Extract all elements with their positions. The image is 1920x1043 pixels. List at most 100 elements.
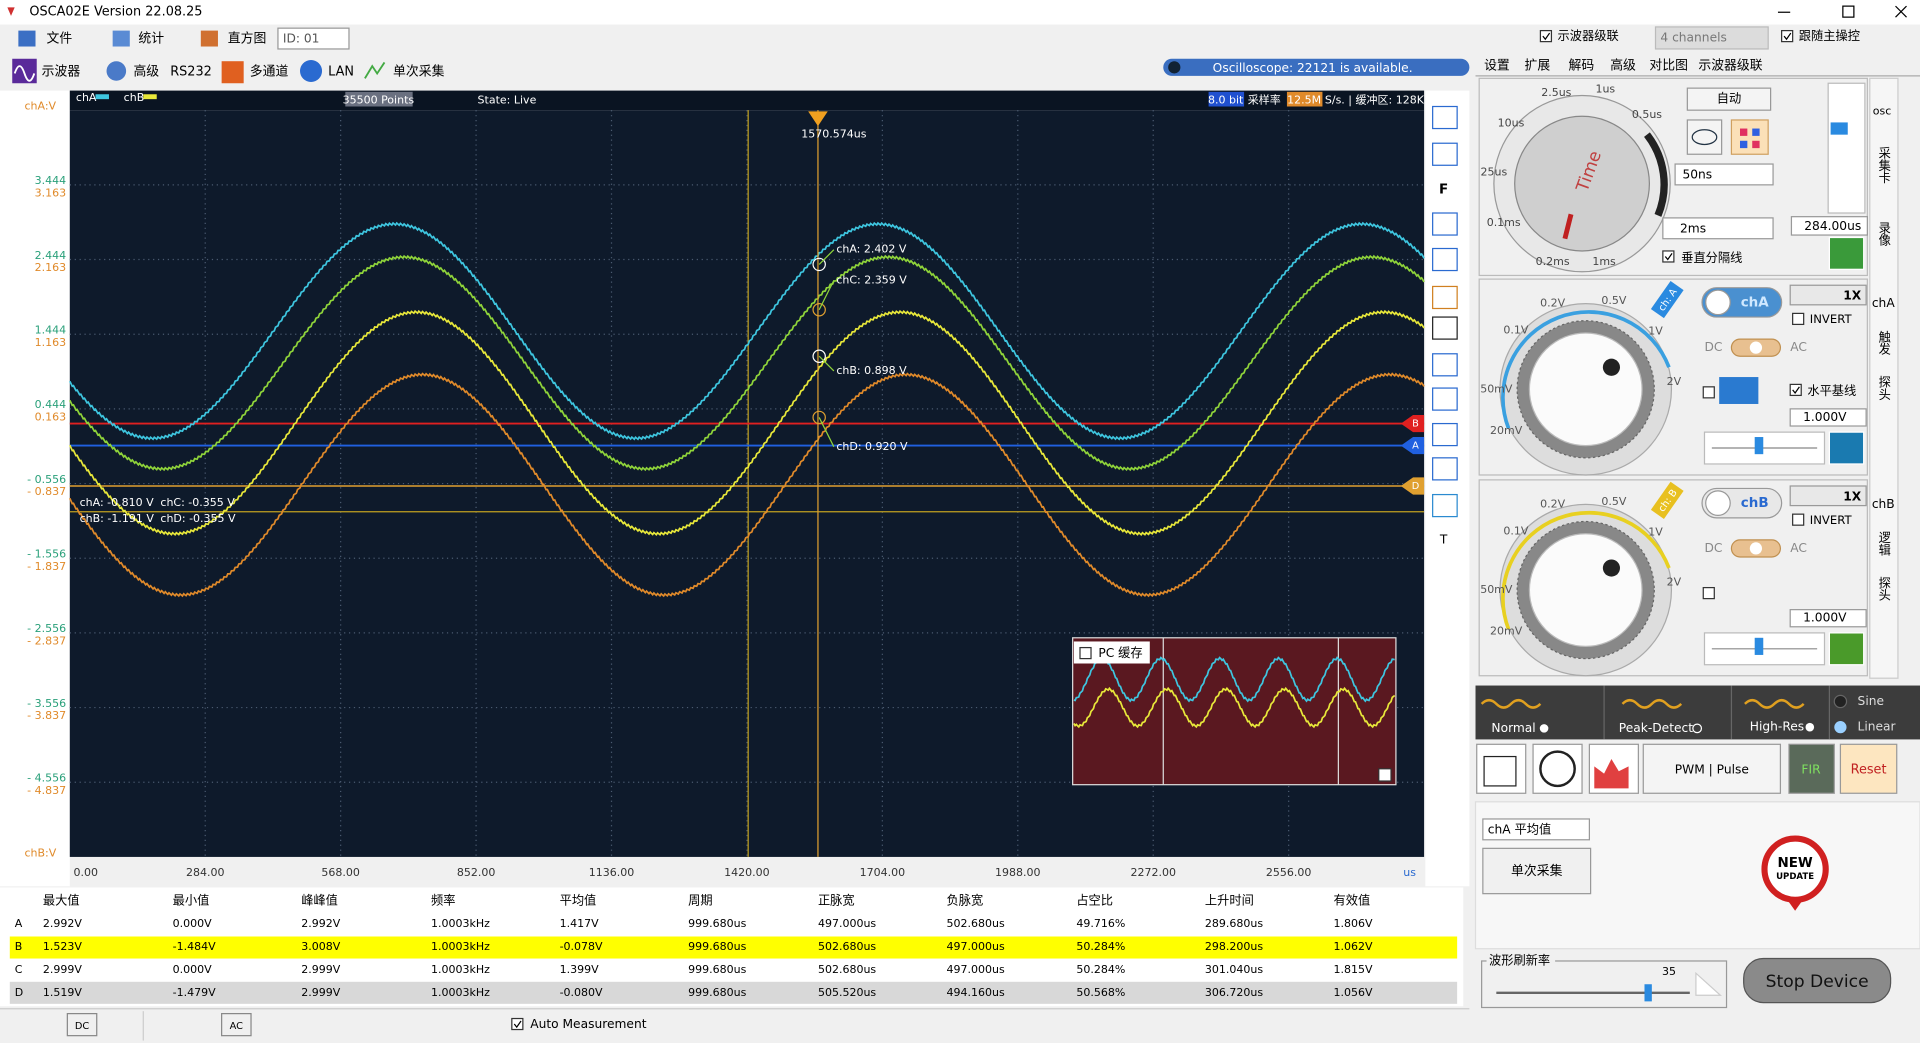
- tool-icon[interactable]: [1432, 105, 1458, 130]
- checkbox[interactable]: [1539, 29, 1553, 43]
- refresh-button[interactable]: [1828, 431, 1865, 465]
- menu-item[interactable]: 统计: [138, 32, 164, 47]
- tab[interactable]: 设置: [1484, 59, 1510, 74]
- checkbox[interactable]: [1792, 513, 1805, 526]
- readout-leader: [818, 417, 835, 448]
- tool-icon[interactable]: [1432, 247, 1458, 272]
- menu-item[interactable]: 文件: [47, 32, 73, 47]
- tool-icon[interactable]: [1432, 212, 1458, 236]
- cascade-label: 示波器级联: [1558, 29, 1619, 43]
- check: [1664, 253, 1673, 261]
- refresh-button[interactable]: [1828, 236, 1865, 270]
- side-tab[interactable]: 探头: [1877, 576, 1891, 601]
- interp-option[interactable]: Sine: [1858, 694, 1884, 708]
- toolbar-button[interactable]: 高级: [133, 64, 159, 80]
- stop-button[interactable]: [1743, 957, 1892, 1004]
- single-button[interactable]: [1482, 847, 1592, 895]
- measure-select[interactable]: [1482, 818, 1590, 841]
- offset-slider[interactable]: [1827, 82, 1866, 214]
- tool-icon[interactable]: [1432, 457, 1458, 481]
- side-tab[interactable]: osc: [1873, 104, 1892, 117]
- mode-option[interactable]: Peak-Detect: [1619, 721, 1693, 735]
- side-tab[interactable]: chA: [1872, 296, 1895, 310]
- id-select[interactable]: [277, 27, 350, 50]
- tool-icon[interactable]: [1432, 316, 1458, 340]
- checkbox[interactable]: [511, 1017, 524, 1031]
- tab[interactable]: 对比图: [1649, 59, 1688, 74]
- knob-label: 0.2V: [1540, 297, 1565, 310]
- mode-option[interactable]: Normal: [1491, 721, 1535, 735]
- fir-button[interactable]: [1788, 743, 1835, 794]
- osc-wave: [13, 65, 36, 82]
- table-cell: 2.999V: [301, 963, 340, 976]
- ac-button[interactable]: [221, 1013, 252, 1037]
- maximize[interactable]: [1842, 5, 1855, 18]
- tool-icon[interactable]: [1432, 353, 1458, 377]
- checkbox[interactable]: [1789, 383, 1802, 397]
- side-tab[interactable]: 录像: [1877, 221, 1891, 246]
- side-tab[interactable]: 采集卡: [1877, 147, 1891, 184]
- inset-wave-b: [1073, 686, 1396, 729]
- side-tab[interactable]: 探头: [1877, 376, 1891, 401]
- probe-select[interactable]: [1789, 284, 1867, 306]
- knob-label: 0.2V: [1540, 497, 1565, 510]
- single-label: 单次采集: [1511, 863, 1563, 879]
- tool-f[interactable]: F: [1439, 183, 1448, 198]
- tab[interactable]: 高级: [1610, 58, 1636, 74]
- checkbox[interactable]: [1702, 586, 1715, 600]
- side-tab[interactable]: 逻辑: [1877, 531, 1891, 556]
- pwm-button[interactable]: [1642, 743, 1782, 794]
- mode-wave: [1480, 699, 1542, 709]
- tool-icon[interactable]: [1432, 142, 1458, 166]
- coarse-select[interactable]: [1662, 217, 1774, 240]
- refresh-button[interactable]: [1828, 632, 1865, 666]
- icon-button[interactable]: [1476, 743, 1527, 794]
- tab[interactable]: 示波器级联: [1698, 59, 1762, 74]
- toolbar-button[interactable]: 单次采集: [393, 64, 445, 80]
- tool-icon[interactable]: [1432, 493, 1458, 518]
- y-tick-label: 3.444: [35, 174, 67, 187]
- wave-b: [69, 309, 1425, 537]
- tool-icon[interactable]: [1432, 285, 1458, 310]
- tool-icon[interactable]: [1432, 387, 1458, 411]
- side-tab[interactable]: 触发: [1877, 330, 1891, 355]
- knob-label: 20mV: [1490, 424, 1523, 437]
- readout-low: chD: -0.355 V: [160, 512, 236, 525]
- badge: [1761, 835, 1829, 903]
- points-box: [345, 91, 413, 107]
- toolbar-button[interactable]: 示波器: [42, 65, 81, 80]
- mode-option[interactable]: High-Res: [1750, 720, 1804, 734]
- interp-option[interactable]: Linear: [1858, 720, 1897, 734]
- tab[interactable]: 解码: [1569, 59, 1595, 74]
- inset-check[interactable]: [1378, 768, 1392, 782]
- checkbox[interactable]: [1792, 312, 1805, 326]
- side-tab[interactable]: chB: [1872, 497, 1895, 511]
- color-button[interactable]: [1730, 119, 1769, 155]
- wave-a: [69, 221, 1425, 441]
- dc-button[interactable]: [66, 1013, 98, 1037]
- tab[interactable]: 扩展: [1524, 59, 1550, 74]
- menu-icon: [200, 30, 218, 47]
- menu-item[interactable]: 直方图: [228, 31, 267, 47]
- checkbox[interactable]: [1662, 250, 1675, 263]
- marker-label: D: [1412, 481, 1420, 492]
- tool-t[interactable]: T: [1439, 532, 1448, 546]
- checkbox[interactable]: [1781, 29, 1794, 43]
- fine-select[interactable]: [1674, 163, 1774, 186]
- channel-select[interactable]: [1654, 26, 1769, 50]
- checkbox[interactable]: [1079, 646, 1092, 660]
- checkbox[interactable]: [1702, 386, 1715, 399]
- close[interactable]: [1895, 5, 1907, 18]
- toolbar-button[interactable]: LAN: [328, 65, 354, 80]
- toolbar-button[interactable]: 多通道: [250, 65, 289, 80]
- rate-label: 采样率: [1248, 92, 1281, 106]
- eye-button[interactable]: [1686, 119, 1723, 155]
- probe-select[interactable]: [1789, 485, 1867, 507]
- readout: chB: 0.898 V: [836, 364, 907, 377]
- reset-button[interactable]: [1839, 743, 1898, 794]
- refresh-thumb[interactable]: [1644, 984, 1652, 1002]
- table-cell: -1.479V: [173, 986, 216, 999]
- toolbar-button[interactable]: RS232: [170, 65, 212, 80]
- auto-button[interactable]: [1686, 87, 1772, 111]
- tool-icon[interactable]: [1432, 422, 1458, 447]
